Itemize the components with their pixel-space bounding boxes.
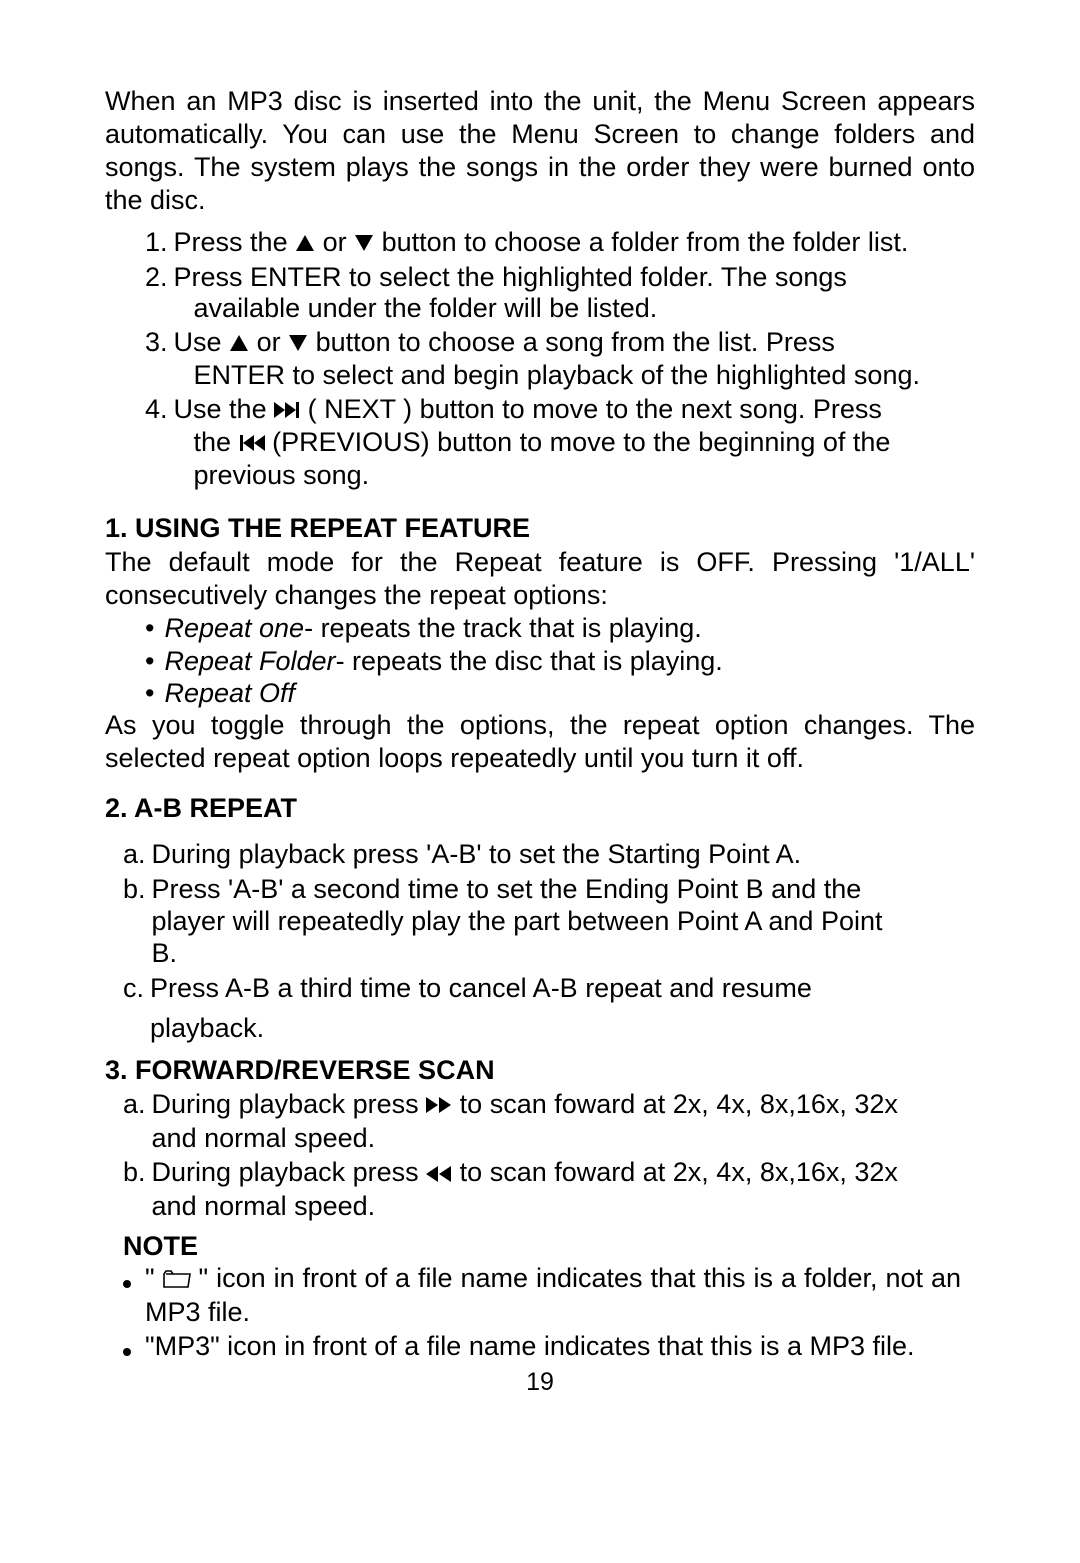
- step-4: 4. Use the ( NEXT ) button to move to th…: [145, 394, 975, 491]
- step-1: 1. Press the or button to choose a folde…: [145, 227, 975, 260]
- fast-forward-icon: [426, 1089, 452, 1121]
- repeat-folder-desc: - repeats the disc that is playing.: [336, 646, 723, 676]
- folder-icon: [163, 1263, 191, 1295]
- note-item-1: " " icon in front of a file name indicat…: [123, 1262, 975, 1328]
- bullet-icon: [123, 1348, 131, 1356]
- step-1-mid: or: [315, 227, 354, 257]
- scan-b-after: to scan foward at 2x, 4x, 8x,16x, 32x: [452, 1157, 898, 1187]
- section-2-heading: 2. A-B REPEAT: [105, 793, 975, 824]
- numbered-steps: 1. Press the or button to choose a folde…: [145, 227, 975, 492]
- ab-b-l3: B.: [152, 937, 957, 969]
- triangle-up-icon: [295, 228, 315, 260]
- step-num: 3.: [145, 327, 168, 392]
- step-num: 4.: [145, 394, 168, 491]
- repeat-options: •Repeat one- repeats the track that is p…: [145, 612, 975, 709]
- triangle-down-icon: [288, 328, 308, 360]
- section-1-body2: As you toggle through the options, the r…: [105, 709, 975, 775]
- page-number: 19: [105, 1368, 975, 1397]
- prev-icon: [239, 428, 265, 460]
- step-3-before: Use: [174, 327, 230, 357]
- ab-step-a: a. During playback press 'A-B' to set th…: [123, 838, 975, 870]
- step-num: 2.: [145, 262, 168, 326]
- scan-a-l2: and normal speed.: [152, 1122, 957, 1154]
- note-2: "MP3" icon in front of a file name indic…: [145, 1330, 975, 1362]
- repeat-folder-label: Repeat Folder: [164, 646, 335, 676]
- ab-step-b: b. Press 'A-B' a second time to set the …: [123, 873, 975, 970]
- section-1-body: The default mode for the Repeat feature …: [105, 546, 975, 612]
- ab-a-text: During playback press 'A-B' to set the S…: [152, 838, 975, 870]
- ab-b-l1: Press 'A-B' a second time to set the End…: [152, 874, 862, 904]
- step-1-after: button to choose a folder from the folde…: [374, 227, 908, 257]
- fast-reverse-icon: [426, 1158, 452, 1190]
- step-4-l2b: (PREVIOUS) button to move to the beginni…: [265, 427, 891, 457]
- note-1b: " icon in front of a file name indicates…: [145, 1263, 961, 1327]
- repeat-one-label: Repeat one: [164, 613, 304, 643]
- step-num: 1.: [145, 227, 168, 260]
- step-3-after1: button to choose a song from the list. P…: [308, 327, 835, 357]
- scan-step-a: a. During playback press to scan foward …: [123, 1088, 975, 1154]
- scan-a-before: During playback press: [152, 1089, 427, 1119]
- ab-c-l1: Press A-B a third time to cancel A-B rep…: [150, 973, 812, 1003]
- intro-text: When an MP3 disc is inserted into the un…: [105, 85, 975, 217]
- repeat-option: •Repeat one- repeats the track that is p…: [145, 612, 975, 644]
- step-3-l2: ENTER to select and begin playback of th…: [194, 360, 955, 392]
- step-4-l3: previous song.: [194, 460, 955, 492]
- note-item-2: "MP3" icon in front of a file name indic…: [123, 1330, 975, 1362]
- step-4-l2a: the: [194, 427, 239, 457]
- ab-repeat-steps: a. During playback press 'A-B' to set th…: [123, 838, 975, 1044]
- bullet-icon: [123, 1280, 131, 1288]
- triangle-up-icon: [229, 328, 249, 360]
- step-1-before: Press the: [174, 227, 296, 257]
- step-2: 2. Press ENTER to select the highlighted…: [145, 262, 975, 326]
- triangle-down-icon: [354, 228, 374, 260]
- step-2-l1: Press ENTER to select the highlighted fo…: [174, 262, 847, 292]
- scan-b-l2: and normal speed.: [152, 1190, 957, 1222]
- step-4-mid1: ( NEXT ) button to move to the next song…: [300, 394, 882, 424]
- step-2-l2: available under the folder will be liste…: [194, 293, 955, 325]
- ab-c-l2: playback.: [150, 1012, 957, 1044]
- section-3-heading: 3. FORWARD/REVERSE SCAN: [105, 1055, 975, 1086]
- scan-steps: a. During playback press to scan foward …: [123, 1088, 975, 1223]
- section-1-heading: 1. USING THE REPEAT FEATURE: [105, 513, 975, 544]
- ab-b-l2: player will repeatedly play the part bet…: [152, 905, 957, 937]
- next-icon: [274, 395, 300, 427]
- repeat-option: •Repeat Off: [145, 677, 975, 709]
- note-1a: ": [145, 1263, 163, 1293]
- step-3: 3. Use or button to choose a song from t…: [145, 327, 975, 392]
- repeat-one-desc: - repeats the track that is playing.: [304, 613, 702, 643]
- scan-a-after: to scan foward at 2x, 4x, 8x,16x, 32x: [452, 1089, 898, 1119]
- scan-step-b: b. During playback press to scan foward …: [123, 1156, 975, 1222]
- repeat-option: •Repeat Folder- repeats the disc that is…: [145, 645, 975, 677]
- note-heading: NOTE: [123, 1231, 975, 1262]
- note-list: " " icon in front of a file name indicat…: [123, 1262, 975, 1363]
- repeat-off-label: Repeat Off: [164, 678, 295, 708]
- scan-b-before: During playback press: [152, 1157, 427, 1187]
- ab-step-c: c. Press A-B a third time to cancel A-B …: [123, 972, 975, 1045]
- step-3-mid: or: [249, 327, 288, 357]
- step-4-before: Use the: [174, 394, 275, 424]
